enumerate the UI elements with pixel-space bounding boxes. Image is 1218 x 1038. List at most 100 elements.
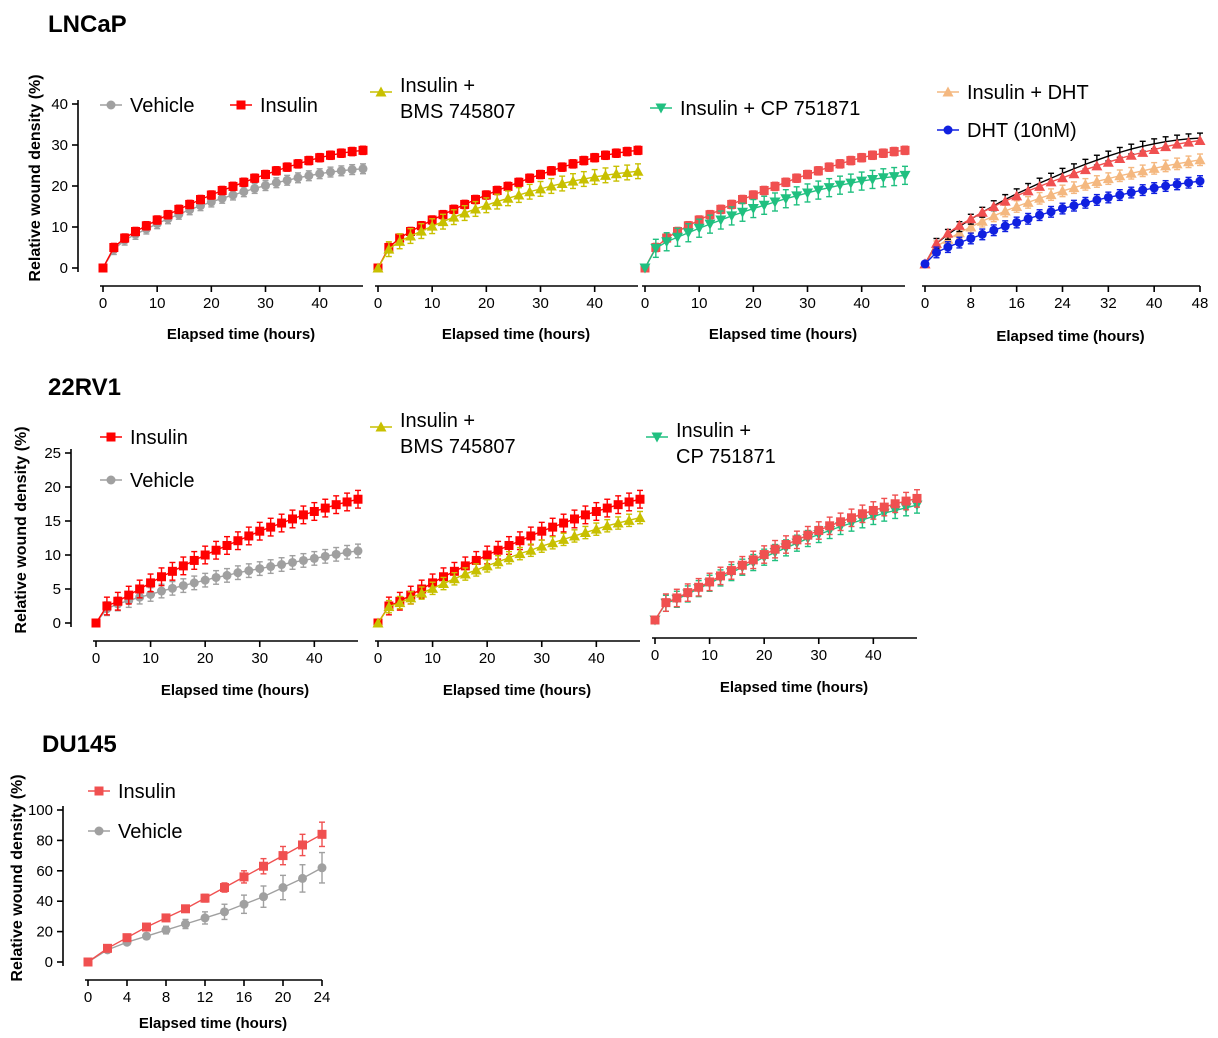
data-point <box>976 215 988 226</box>
data-point <box>481 190 491 200</box>
data-point <box>353 494 363 504</box>
data-point <box>1068 182 1080 193</box>
x-tick-label: 40 <box>306 650 323 667</box>
data-point <box>803 170 812 180</box>
data-point <box>1172 179 1182 189</box>
y-tick-label: 20 <box>36 924 53 941</box>
legend-label: Insulin <box>130 427 188 449</box>
data-point <box>781 540 791 550</box>
data-point <box>135 584 145 594</box>
data-point <box>492 186 502 196</box>
data-point <box>930 237 942 248</box>
data-point <box>802 188 813 199</box>
series-insulin <box>650 489 922 625</box>
data-point <box>271 166 281 176</box>
data-point <box>405 592 417 603</box>
data-point <box>342 547 352 557</box>
series-insulin-bms-745807 <box>372 510 646 628</box>
data-point <box>239 187 249 197</box>
data-point <box>704 219 716 230</box>
x-tick-label: 0 <box>921 295 929 312</box>
legend-entry-insulin-dht: Insulin + DHT <box>937 82 1089 104</box>
data-point <box>901 496 911 506</box>
data-point <box>634 512 646 523</box>
x-tick-label: 40 <box>586 295 603 312</box>
data-point <box>748 190 758 200</box>
data-point <box>146 578 156 588</box>
data-point <box>846 156 856 166</box>
data-point <box>315 153 325 163</box>
data-point <box>988 210 1000 221</box>
data-point <box>536 170 545 180</box>
data-point <box>977 229 987 239</box>
x-axis-label: Elapsed time (hours) <box>167 326 315 343</box>
data-point <box>1194 154 1206 165</box>
data-point <box>304 156 314 166</box>
data-point <box>211 572 221 582</box>
legend-label: Insulin + CP 751871 <box>680 98 860 120</box>
data-point <box>889 147 899 157</box>
data-point <box>449 566 459 576</box>
x-tick-label: 0 <box>374 295 382 312</box>
data-point <box>288 557 297 567</box>
data-point <box>157 586 166 596</box>
data-point <box>200 575 210 585</box>
data-point <box>650 615 660 625</box>
y-tick-label: 25 <box>44 445 61 462</box>
x-tick-label: 4 <box>123 989 131 1006</box>
data-point <box>524 186 536 197</box>
data-point <box>672 593 682 603</box>
data-point <box>196 195 205 205</box>
data-point <box>459 568 471 579</box>
legend-label: Vehicle <box>118 821 183 843</box>
x-tick-label: 10 <box>424 295 441 312</box>
legend-label: Insulin + <box>400 410 475 432</box>
data-point <box>877 173 889 184</box>
data-point <box>856 176 868 187</box>
data-point <box>448 211 460 222</box>
x-tick-label: 10 <box>424 650 441 667</box>
x-tick-label: 0 <box>641 295 649 312</box>
data-point <box>613 500 623 510</box>
legend-swatch-marker <box>942 86 954 97</box>
series-insulin <box>373 145 643 273</box>
data-point <box>791 191 803 202</box>
data-point <box>239 177 249 187</box>
x-tick-label: 0 <box>374 650 382 667</box>
data-point <box>535 183 546 194</box>
data-point <box>493 545 503 555</box>
data-point <box>1171 158 1183 169</box>
chart-panel-22rv1-3: 0 10 20 30 40 Elapsed time (hours) Insulin + CP… <box>646 420 923 696</box>
data-point <box>1069 201 1079 211</box>
series-line <box>95 498 359 624</box>
data-point <box>278 883 288 893</box>
data-point <box>250 183 260 193</box>
legend-label: CP 751871 <box>676 446 776 468</box>
data-point <box>471 555 481 565</box>
data-point <box>920 259 930 269</box>
x-tick-label: 30 <box>251 650 268 667</box>
data-point <box>942 227 954 238</box>
data-point <box>217 193 227 203</box>
chart-panel-lncap-3: 0 10 20 30 40 Elapsed time (hours) Insulin + C… <box>639 98 911 343</box>
data-point <box>1114 153 1126 164</box>
data-point <box>320 503 330 513</box>
y-tick-label: 10 <box>51 219 68 236</box>
data-point <box>570 514 579 524</box>
data-point <box>142 922 151 932</box>
data-point <box>481 560 493 571</box>
y-tick-label: 80 <box>36 832 53 849</box>
data-point <box>999 205 1011 216</box>
data-point <box>989 225 999 235</box>
data-point <box>514 177 524 187</box>
data-point <box>954 238 964 248</box>
data-point <box>326 167 335 177</box>
data-point <box>610 168 622 179</box>
data-point <box>298 873 307 883</box>
data-point <box>131 227 140 237</box>
data-point <box>857 153 867 163</box>
data-point <box>814 525 824 535</box>
x-tick-label: 20 <box>203 295 220 312</box>
x-tick-label: 16 <box>1008 295 1025 312</box>
legend-swatch-marker <box>106 100 116 110</box>
